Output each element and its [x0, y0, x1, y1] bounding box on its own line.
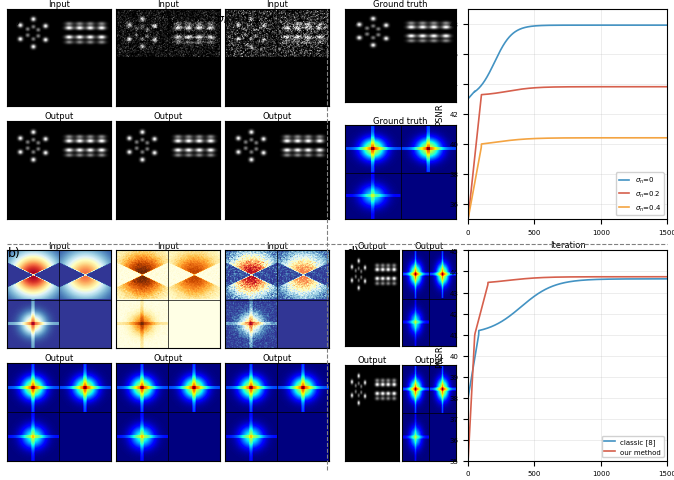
Title: Output: Output [414, 356, 443, 365]
Title: Ground truth: Ground truth [373, 0, 427, 9]
$\sigma_n$=0.2 [545, 85, 553, 91]
our method [552, 275, 560, 280]
Title: Input: Input [266, 0, 288, 9]
Title: Output: Output [44, 353, 73, 362]
classic [8] [663, 276, 671, 282]
Line: classic [8]: classic [8] [468, 279, 667, 398]
Text: $\sigma_n = 0.4$: $\sigma_n = 0.4$ [216, 12, 262, 26]
our method [464, 458, 472, 464]
classic [8] [623, 276, 631, 282]
$\sigma_n$=0.4 [485, 141, 493, 147]
Line: $\sigma_n$=0: $\sigma_n$=0 [468, 26, 667, 99]
$\sigma_n$=0.4 [619, 136, 627, 142]
Line: our method: our method [468, 277, 667, 461]
Line: $\sigma_n$=0.4: $\sigma_n$=0.4 [468, 139, 667, 219]
Title: Output: Output [262, 353, 292, 362]
Text: d): d) [346, 245, 359, 258]
classic [8] [545, 285, 553, 291]
$\sigma_n$=0 [663, 23, 671, 29]
X-axis label: Iteration: Iteration [550, 240, 586, 250]
$\sigma_n$=0.2 [663, 84, 671, 90]
$\sigma_n$=0.4 [545, 136, 553, 142]
our method [619, 274, 627, 280]
our method [663, 274, 671, 280]
Text: a): a) [8, 14, 21, 27]
our method [601, 274, 609, 280]
Title: Output: Output [357, 356, 387, 365]
Title: Input: Input [48, 0, 69, 9]
$\sigma_n$=0.2 [464, 216, 472, 222]
$\sigma_n$=0.2 [623, 84, 631, 90]
$\sigma_n$=0.4 [601, 136, 609, 142]
$\sigma_n$=0.4 [464, 216, 472, 222]
$\sigma_n$=0.4 [623, 136, 631, 142]
Title: Input: Input [48, 241, 69, 250]
Y-axis label: PSNR: PSNR [435, 103, 443, 126]
$\sigma_n$=0.4 [663, 136, 671, 142]
Title: Input: Input [157, 0, 179, 9]
Title: Output: Output [153, 353, 183, 362]
our method [545, 275, 553, 281]
classic [8] [464, 395, 472, 401]
$\sigma_n$=0 [552, 24, 560, 29]
classic [8] [601, 277, 609, 283]
classic [8] [619, 276, 627, 282]
Title: Input: Input [266, 241, 288, 250]
Line: $\sigma_n$=0.2: $\sigma_n$=0.2 [468, 87, 667, 219]
classic [8] [485, 325, 493, 331]
Legend: $\sigma_n$=0, $\sigma_n$=0.2, $\sigma_n$=0.4: $\sigma_n$=0, $\sigma_n$=0.2, $\sigma_n$… [616, 173, 664, 216]
$\sigma_n$=0.2 [601, 84, 609, 90]
Title: Output: Output [262, 112, 292, 121]
our method [485, 280, 493, 286]
our method [623, 274, 631, 280]
$\sigma_n$=0 [623, 23, 631, 29]
$\sigma_n$=0.2 [485, 92, 493, 98]
Legend: classic [8], our method: classic [8], our method [601, 436, 664, 457]
Title: Ground truth: Ground truth [373, 117, 427, 125]
$\sigma_n$=0 [545, 24, 553, 29]
$\sigma_n$=0 [601, 23, 609, 29]
$\sigma_n$=0.2 [552, 85, 560, 91]
Title: Output: Output [153, 112, 183, 121]
Title: Output: Output [357, 241, 387, 250]
$\sigma_n$=0 [485, 72, 493, 78]
classic [8] [552, 283, 560, 288]
$\sigma_n$=0.2 [619, 84, 627, 90]
Title: Input: Input [157, 241, 179, 250]
Title: Output: Output [414, 241, 443, 250]
Text: b): b) [8, 246, 21, 259]
Y-axis label: PNSR: PNSR [435, 345, 443, 367]
Title: Output: Output [44, 112, 73, 121]
$\sigma_n$=0 [619, 23, 627, 29]
$\sigma_n$=0 [464, 96, 472, 102]
Text: c): c) [346, 14, 359, 27]
$\sigma_n$=0.4 [552, 136, 560, 142]
